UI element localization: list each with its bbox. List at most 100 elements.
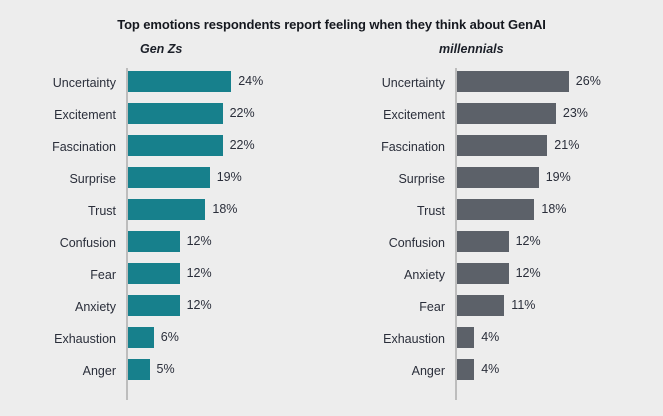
chart-title: Top emotions respondents report feeling …	[117, 17, 546, 32]
bar-and-value: 5%	[128, 359, 175, 380]
bar-value-label: 11%	[511, 298, 536, 312]
axis-line-gen-z	[126, 68, 128, 400]
bar-and-value: 22%	[128, 103, 255, 124]
bar-and-value: 23%	[457, 103, 588, 124]
bar	[457, 167, 539, 188]
axis-line-millennials	[455, 68, 457, 400]
bar-value-label: 12%	[515, 234, 541, 248]
bar-category-label: Uncertainty	[52, 76, 116, 90]
bar	[457, 327, 475, 348]
bar	[457, 295, 505, 316]
bar-and-value: 12%	[128, 263, 212, 284]
bar-row: Fascination 22%	[0, 134, 331, 166]
bar-value-label: 22%	[229, 138, 255, 152]
bar-category-label: Surprise	[69, 172, 116, 186]
bar-value-label: 18%	[541, 202, 567, 216]
bar	[457, 71, 569, 92]
bar-and-value: 12%	[128, 295, 212, 316]
bar-and-value: 26%	[457, 71, 601, 92]
bar-category-label: Excitement	[54, 108, 116, 122]
bar-category-label: Anger	[411, 364, 445, 378]
bar-value-label: 12%	[186, 234, 212, 248]
bar-value-label: 12%	[186, 298, 212, 312]
bar	[457, 135, 548, 156]
bar-and-value: 24%	[128, 71, 263, 92]
bar-and-value: 18%	[128, 199, 237, 220]
bar-category-label: Anxiety	[75, 300, 116, 314]
bar-category-label: Confusion	[59, 236, 116, 250]
bar-category-label: Excitement	[383, 108, 445, 122]
bar-rows-gen-z: Uncertainty 24% Excitement 22% Fascination 22…	[0, 70, 331, 390]
bar	[457, 231, 509, 252]
bar	[128, 327, 154, 348]
bar-row: Fear 11%	[331, 294, 663, 326]
bar-value-label: 5%	[156, 362, 175, 376]
bar-and-value: 22%	[128, 135, 255, 156]
bar-row: Exhaustion 4%	[331, 326, 663, 358]
bar-row: Anxiety 12%	[0, 294, 331, 326]
bar-category-label: Fear	[419, 300, 445, 314]
bar-category-label: Trust	[87, 204, 116, 218]
bar-and-value: 19%	[457, 167, 571, 188]
bar-row: Confusion 12%	[331, 230, 663, 262]
bar-category-label: Anger	[82, 364, 116, 378]
bar	[457, 263, 509, 284]
bar-value-label: 23%	[562, 106, 588, 120]
bar-value-label: 6%	[160, 330, 179, 344]
bar-row: Excitement 22%	[0, 102, 331, 134]
bar	[128, 199, 206, 220]
bar-row: Surprise 19%	[0, 166, 331, 198]
bar-category-label: Exhaustion	[54, 332, 116, 346]
bar-and-value: 18%	[457, 199, 566, 220]
bar-category-label: Confusion	[388, 236, 445, 250]
bar-and-value: 12%	[457, 231, 541, 252]
bar	[128, 103, 223, 124]
bar-value-label: 21%	[554, 138, 580, 152]
bar-row: Excitement 23%	[331, 102, 663, 134]
bar-row: Uncertainty 26%	[331, 70, 663, 102]
bar-row: Anger 4%	[331, 358, 663, 390]
bar-value-label: 19%	[545, 170, 571, 184]
bar-and-value: 4%	[457, 359, 499, 380]
bar-and-value: 4%	[457, 327, 499, 348]
bar	[457, 359, 475, 380]
bar	[128, 135, 223, 156]
bar-value-label: 4%	[481, 362, 500, 376]
bar-row: Trust 18%	[0, 198, 331, 230]
bar-value-label: 19%	[216, 170, 242, 184]
bar-row: Anxiety 12%	[331, 262, 663, 294]
panel-subtitle-gen-z: Gen Zs	[140, 42, 183, 56]
bar-category-label: Trust	[416, 204, 445, 218]
bar-value-label: 24%	[238, 74, 264, 88]
panel-subtitle-millennials: millennials	[439, 42, 504, 56]
bar-rows-millennials: Uncertainty 26% Excitement 23% Fascination 21…	[331, 70, 663, 390]
bar-category-label: Anxiety	[404, 268, 445, 282]
bar-value-label: 12%	[515, 266, 541, 280]
bar-row: Fear 12%	[0, 262, 331, 294]
bar-row: Trust 18%	[331, 198, 663, 230]
bar	[128, 263, 180, 284]
bar	[128, 167, 210, 188]
bar	[128, 71, 232, 92]
bar-category-label: Uncertainty	[381, 76, 445, 90]
bar-category-label: Fascination	[381, 140, 445, 154]
bar-value-label: 12%	[186, 266, 212, 280]
bar-row: Anger 5%	[0, 358, 331, 390]
bar-and-value: 19%	[128, 167, 242, 188]
bar-category-label: Fear	[90, 268, 116, 282]
bar-and-value: 12%	[128, 231, 212, 252]
bar-category-label: Fascination	[52, 140, 116, 154]
bar-value-label: 26%	[575, 74, 601, 88]
bar	[457, 199, 535, 220]
bar	[457, 103, 556, 124]
bar-row: Fascination 21%	[331, 134, 663, 166]
bar-row: Uncertainty 24%	[0, 70, 331, 102]
bar-and-value: 11%	[457, 295, 535, 316]
bar	[128, 295, 180, 316]
bar-row: Exhaustion 6%	[0, 326, 331, 358]
bar-and-value: 6%	[128, 327, 179, 348]
bar	[128, 359, 150, 380]
bar-category-label: Surprise	[398, 172, 445, 186]
bar-value-label: 4%	[481, 330, 500, 344]
